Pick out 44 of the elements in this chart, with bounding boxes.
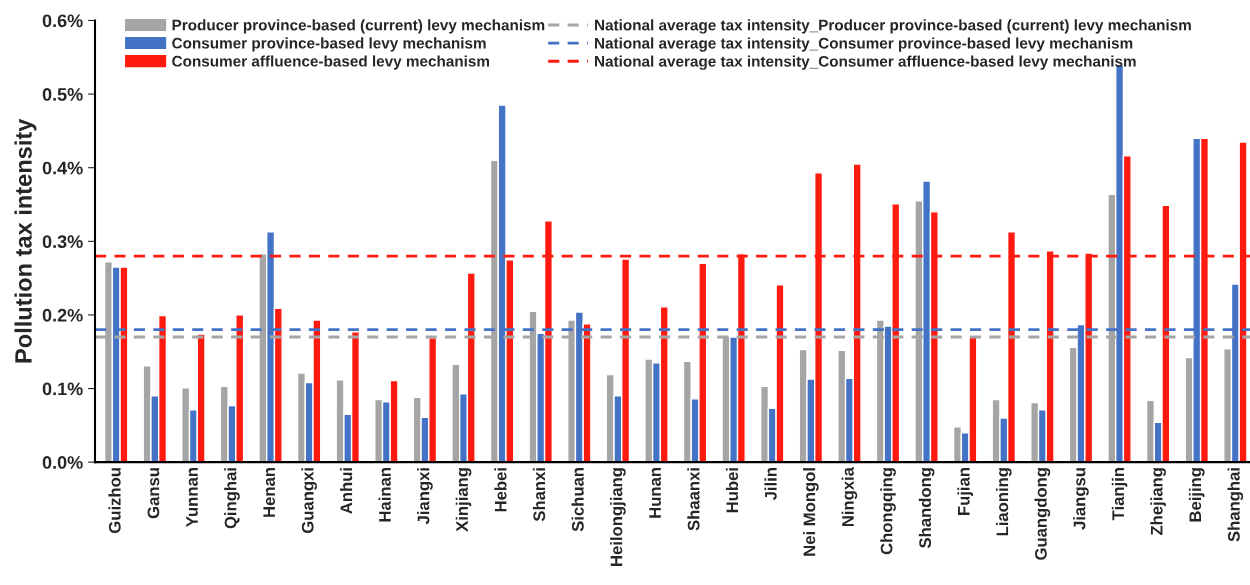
- x-tick-label: Hunan: [649, 468, 661, 518]
- x-tick-label: Yunnan: [186, 468, 198, 527]
- x-tick-label: Ningxia: [841, 466, 858, 527]
- x-tick-label: Fujian: [957, 468, 973, 515]
- x-tick-label: Shanghai: [1227, 468, 1244, 542]
- y-tick-label: 0.0%: [42, 456, 83, 469]
- x-tick-label: Sichuan: [571, 468, 584, 532]
- legend-label: National average tax intensity_Producer province-based (current) levy mechanism: [595, 19, 1191, 34]
- x-tick-label: Henan: [263, 468, 276, 517]
- legend-label: Producer province-based (current) levy mechanism: [172, 19, 545, 34]
- x-tick-label: Shandong: [918, 468, 935, 548]
- x-tick-label: Guangxi: [301, 468, 317, 533]
- x-tick-label: Gansu: [147, 468, 160, 519]
- legend-label: Consumer affluence-based levy mechanism: [172, 55, 490, 70]
- x-tick-label: Guizhou: [108, 468, 121, 533]
- y-tick-label: 0.5%: [42, 88, 83, 101]
- x-tick-label: Chongqing: [880, 468, 896, 555]
- x-tick-label: Zhejiang: [1150, 468, 1166, 536]
- x-tick-label: Hubei: [725, 468, 739, 513]
- y-tick-label: 0.1%: [42, 382, 83, 396]
- x-tick-label: Jiangsu: [1073, 468, 1089, 530]
- x-tick-label: Shanxi: [532, 468, 546, 522]
- x-tick-label: Anhui: [340, 468, 353, 514]
- y-axis-title: Pollution tax intensity: [14, 118, 37, 363]
- legend-label: Consumer province-based levy mechanism: [172, 37, 486, 52]
- y-tick-label: 0.4%: [42, 161, 83, 175]
- x-tick-label: Jilin: [764, 468, 777, 501]
- x-tick-label: Jiangxi: [417, 468, 433, 525]
- x-tick-label: Nei Mongol: [803, 468, 819, 556]
- x-tick-label: Guangdong: [1034, 468, 1051, 560]
- x-tick-label: Beijing: [1188, 468, 1205, 522]
- y-tick-label: 0.6%: [42, 14, 83, 28]
- x-tick-label: Qinghai: [224, 468, 240, 529]
- y-tick-label: 0.2%: [42, 308, 83, 322]
- legend-label: National average tax intensity_Consumer affluence-based levy mechanism: [595, 55, 1136, 70]
- x-tick-label: Shaanxi: [687, 468, 700, 531]
- x-tick-label: Heilongjiang: [610, 468, 626, 566]
- x-tick-label: Tianjin: [1111, 468, 1128, 521]
- x-tick-label: Hebei: [494, 468, 507, 512]
- y-tick-label: 0.3%: [42, 235, 83, 249]
- legend-label: National average tax intensity_Consumer province-based levy mechanism: [595, 37, 1133, 52]
- x-tick-label: Xinjiang: [455, 468, 472, 532]
- x-tick-label: Hainan: [378, 468, 391, 522]
- x-tick-label: Liaoning: [995, 468, 1012, 536]
